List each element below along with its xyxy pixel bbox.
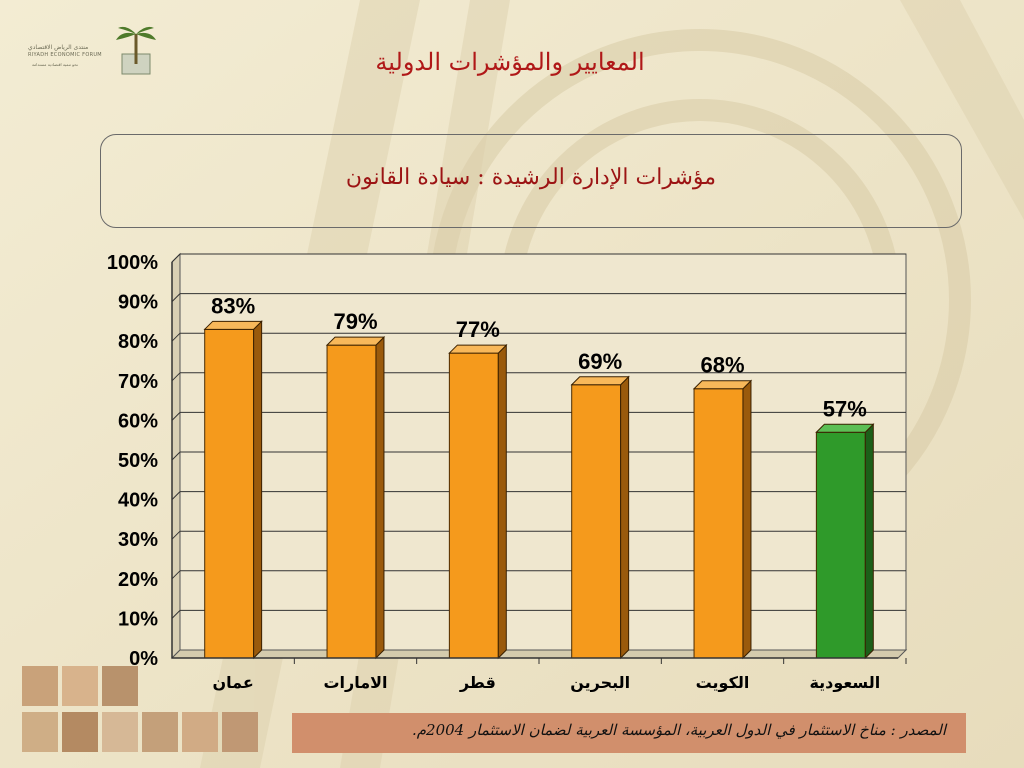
y-tick-label: 50% [118,450,158,472]
gridline-side [171,610,181,619]
source-box: المصدر : مناخ الاستثمار في الدول العربية… [292,713,966,753]
y-tick-label: 60% [118,410,158,432]
logo-name-en: RIYADH ECONOMIC FORUM [28,52,102,58]
data-label: 77% [456,317,500,342]
riyadh-economic-forum-logo: منتدى الرياض الاقتصادي RIYADH ECONOMIC F… [22,24,162,80]
x-tick-label: قطر [459,673,496,692]
data-label: 57% [823,396,867,421]
y-tick-label: 10% [118,608,158,630]
data-label: 79% [333,309,377,334]
slide-title: المعايير والمؤشرات الدولية [375,48,645,76]
y-tick-label: 20% [118,569,158,591]
x-tick-label: الامارات [323,673,387,692]
y-tick-label: 40% [118,490,158,512]
logo-name-ar: منتدى الرياض الاقتصادي [28,44,89,51]
photo-thumbnails-strip [22,666,258,752]
photo-thumbnail [22,666,258,752]
gridline-side [171,412,181,421]
gridline-side [171,491,181,500]
y-tick-label: 100% [107,252,158,274]
bar-side [864,423,874,660]
bar-side [620,375,630,660]
bar-top [692,380,753,390]
palm-tree-icon [116,26,156,75]
bar-side [375,335,385,660]
logo-tagline: نحو تنمية اقتصادية مستدامة [32,62,78,67]
bar [326,344,377,659]
y-tick-label: 80% [118,331,158,353]
y-tick-label: 0% [129,648,158,670]
x-tick-label: السعودية [809,673,880,692]
bar [693,388,744,659]
bar-top [203,320,263,330]
gridline-side [171,530,181,540]
plot-floor [170,649,908,659]
subtitle-box: مؤشرات الإدارة الرشيدة : سيادة القانون [100,134,962,228]
bar-top [448,344,508,354]
data-label: 68% [700,353,744,378]
bar-side [497,343,507,660]
x-tick-label: البحرين [570,673,630,692]
y-tick-label: 70% [118,371,158,393]
bar-side [742,379,752,660]
y-tick-label: 90% [118,292,158,314]
bar [571,384,622,659]
bar [448,352,499,659]
data-label: 69% [578,349,622,374]
gridline-side [171,372,181,382]
gridline-side [171,332,181,342]
gridline-side [171,451,181,461]
y-tick-label: 30% [118,529,158,551]
gridline-side [171,293,181,302]
bar-top [815,423,875,433]
gridline-side [171,570,181,580]
gridline-side [171,253,181,263]
x-tick-label: عمان [213,673,254,692]
bar [815,431,866,659]
chart-subtitle: مؤشرات الإدارة الرشيدة : سيادة القانون [345,165,717,190]
source-note: المصدر : مناخ الاستثمار في الدول العربية… [411,721,946,739]
data-label: 83% [211,293,255,318]
bar [204,328,255,659]
bar-top [325,336,386,346]
bar-side [253,320,263,660]
bar-top [570,376,630,386]
x-tick-label: الكويت [696,673,750,692]
